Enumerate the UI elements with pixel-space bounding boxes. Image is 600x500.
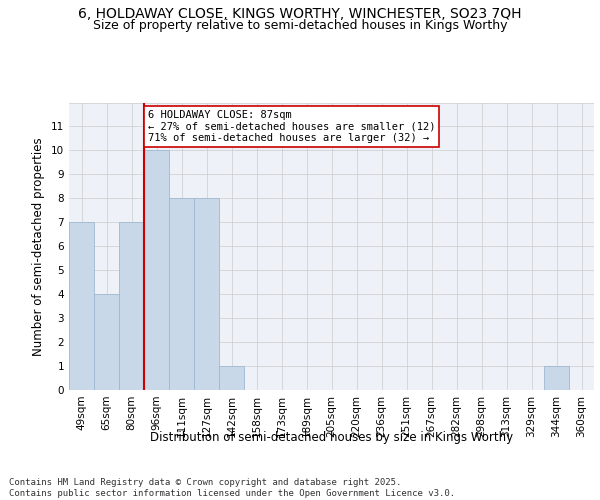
Bar <box>119 222 144 390</box>
Bar <box>94 294 119 390</box>
Y-axis label: Number of semi-detached properties: Number of semi-detached properties <box>32 137 46 356</box>
Text: Contains HM Land Registry data © Crown copyright and database right 2025.
Contai: Contains HM Land Registry data © Crown c… <box>9 478 455 498</box>
Bar <box>69 222 94 390</box>
Bar <box>169 198 194 390</box>
Text: Size of property relative to semi-detached houses in Kings Worthy: Size of property relative to semi-detach… <box>93 19 507 32</box>
Text: Distribution of semi-detached houses by size in Kings Worthy: Distribution of semi-detached houses by … <box>150 431 514 444</box>
Bar <box>219 366 244 390</box>
Text: 6, HOLDAWAY CLOSE, KINGS WORTHY, WINCHESTER, SO23 7QH: 6, HOLDAWAY CLOSE, KINGS WORTHY, WINCHES… <box>78 8 522 22</box>
Bar <box>544 366 569 390</box>
Bar <box>194 198 219 390</box>
Bar <box>144 150 169 390</box>
Text: 6 HOLDAWAY CLOSE: 87sqm
← 27% of semi-detached houses are smaller (12)
71% of se: 6 HOLDAWAY CLOSE: 87sqm ← 27% of semi-de… <box>148 110 435 143</box>
